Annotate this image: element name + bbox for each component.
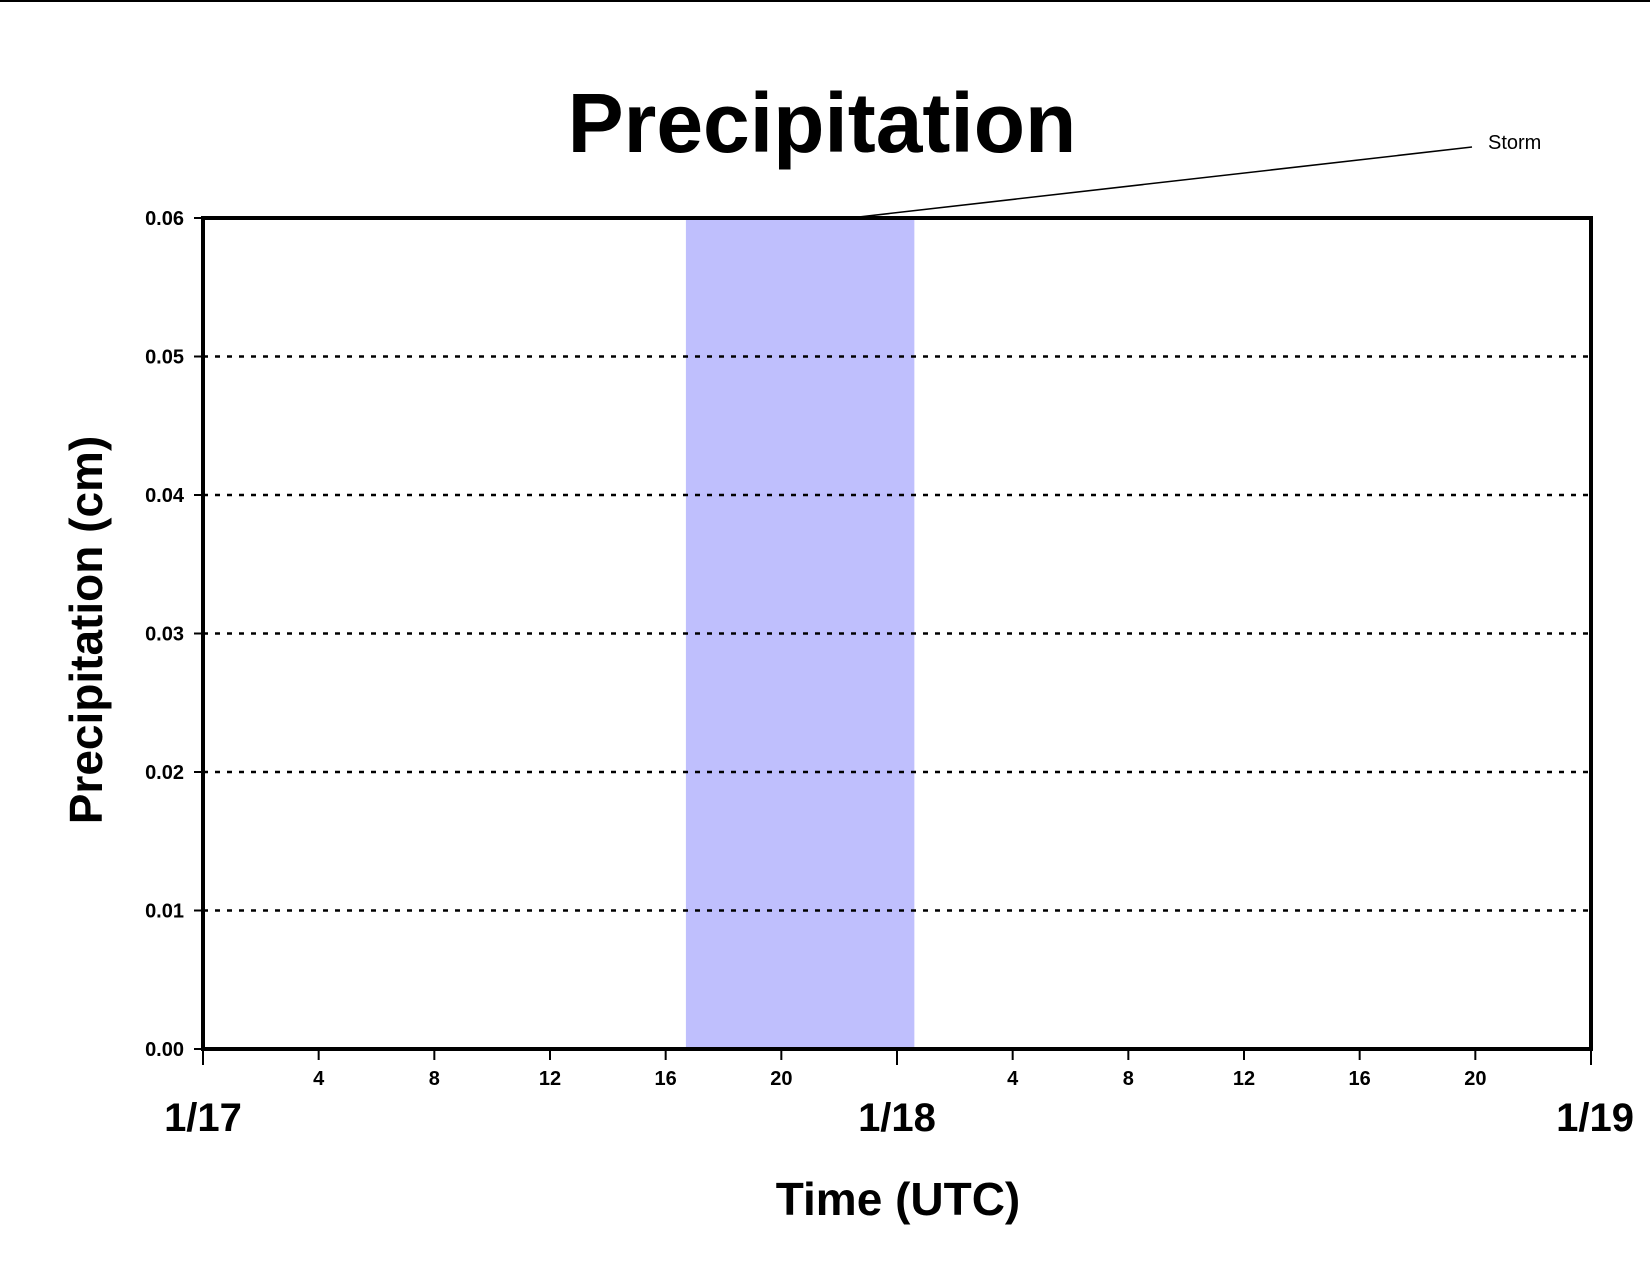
x-tick-label: 8 [1123, 1068, 1134, 1090]
y-tick-label: 0.03 [145, 624, 184, 646]
x-tick-label: 16 [655, 1068, 677, 1090]
storm-leader-line [849, 146, 1473, 219]
x-date-label: 1/19 [1556, 1096, 1634, 1140]
x-date-label: 1/17 [164, 1096, 242, 1140]
chart-title: Precipitation [568, 76, 1077, 170]
x-tick-label: 12 [1233, 1068, 1255, 1090]
x-tick-label: 4 [313, 1068, 325, 1090]
x-tick-label: 16 [1349, 1068, 1371, 1090]
y-tick-label: 0.04 [145, 485, 185, 507]
x-axis-title: Time (UTC) [776, 1173, 1021, 1225]
plot-frame [201, 216, 1593, 1051]
plot-area: 0.00 0.01 0.02 0.03 0.04 0.05 0.06 4 8 12 16 20 4 8 12… [145, 132, 1634, 1140]
x-tick-label: 4 [1007, 1068, 1019, 1090]
y-tick-label: 0.02 [145, 762, 184, 784]
storm-annotation: Storm [1488, 132, 1541, 154]
x-date-label: 1/18 [858, 1096, 936, 1140]
y-tick-label: 0.00 [145, 1039, 184, 1061]
y-axis-title: Precipitation (cm) [60, 436, 112, 825]
x-tick-label: 20 [1464, 1068, 1486, 1090]
x-tick-label: 12 [539, 1068, 561, 1090]
y-tick-label: 0.05 [145, 347, 184, 369]
x-tick-label: 8 [429, 1068, 440, 1090]
x-tick-label: 20 [770, 1068, 792, 1090]
y-tick-label: 0.06 [145, 208, 184, 230]
y-tick-label: 0.01 [145, 901, 184, 923]
